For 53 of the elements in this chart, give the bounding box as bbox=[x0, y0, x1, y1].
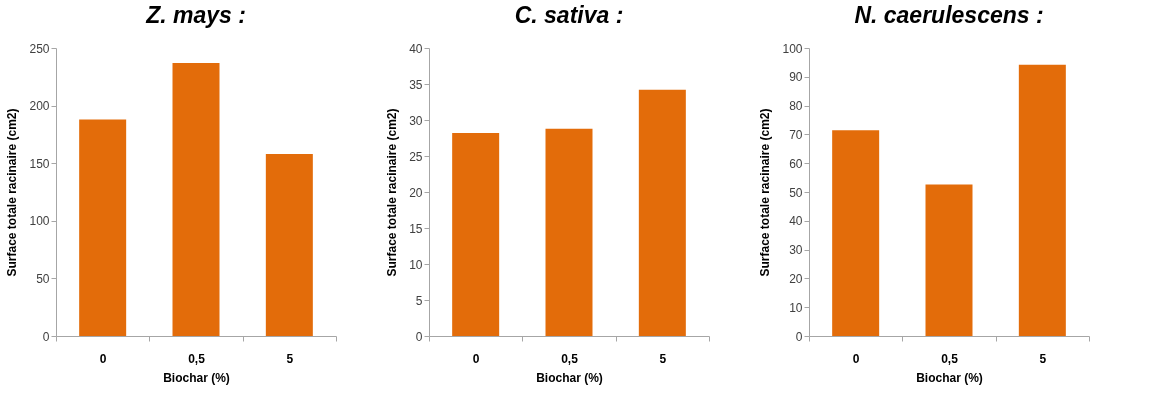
x-axis-title: Biochar (%) bbox=[916, 370, 983, 385]
bar bbox=[832, 130, 880, 336]
y-tick-label: 40 bbox=[409, 41, 423, 56]
y-tick-label: 60 bbox=[789, 156, 803, 171]
y-tick-label: 250 bbox=[29, 41, 50, 56]
bar bbox=[79, 119, 127, 336]
y-tick-label: 25 bbox=[409, 149, 423, 164]
x-tick-label: 0 bbox=[472, 351, 480, 366]
y-axis-title: Surface totale racinaire (cm2) bbox=[385, 108, 400, 277]
x-tick-label: 0,5 bbox=[561, 351, 579, 366]
x-tick-label: 0,5 bbox=[188, 351, 206, 366]
bar bbox=[925, 184, 973, 336]
bar bbox=[1018, 64, 1066, 336]
y-tick-label: 0 bbox=[415, 329, 423, 344]
bar bbox=[172, 62, 220, 336]
y-tick-label: 15 bbox=[409, 221, 423, 236]
x-tick-label: 0,5 bbox=[941, 351, 959, 366]
chart-title: C. sativa : bbox=[514, 2, 624, 28]
chart-title: Z. mays : bbox=[145, 2, 246, 28]
y-tick-label: 200 bbox=[29, 99, 50, 114]
bar bbox=[545, 128, 593, 336]
y-tick-label: 80 bbox=[789, 99, 803, 114]
chart-title: N. caerulescens : bbox=[854, 2, 1044, 28]
y-tick-label: 50 bbox=[789, 185, 803, 200]
y-tick-label: 30 bbox=[789, 243, 803, 258]
y-tick-label: 10 bbox=[789, 300, 803, 315]
bar bbox=[452, 132, 500, 336]
y-tick-label: 35 bbox=[409, 77, 423, 92]
x-tick-label: 5 bbox=[1039, 351, 1047, 366]
y-tick-label: 0 bbox=[42, 329, 50, 344]
y-tick-label: 0 bbox=[795, 329, 803, 344]
x-tick-label: 5 bbox=[286, 351, 294, 366]
y-tick-label: 20 bbox=[409, 185, 423, 200]
x-axis-title: Biochar (%) bbox=[163, 370, 230, 385]
bar bbox=[265, 153, 313, 336]
bar bbox=[638, 89, 686, 336]
y-tick-label: 40 bbox=[789, 214, 803, 229]
y-tick-label: 50 bbox=[36, 271, 50, 286]
y-axis-title: Surface totale racinaire (cm2) bbox=[5, 108, 20, 277]
y-tick-label: 100 bbox=[29, 214, 50, 229]
y-tick-label: 90 bbox=[789, 70, 803, 85]
y-tick-label: 20 bbox=[789, 271, 803, 286]
x-tick-label: 0 bbox=[852, 351, 860, 366]
y-tick-label: 10 bbox=[409, 257, 423, 272]
x-tick-label: 0 bbox=[99, 351, 107, 366]
y-tick-label: 100 bbox=[782, 41, 803, 56]
y-tick-label: 150 bbox=[29, 156, 50, 171]
y-tick-label: 5 bbox=[415, 293, 423, 308]
y-tick-label: 30 bbox=[409, 113, 423, 128]
x-axis-title: Biochar (%) bbox=[536, 370, 603, 385]
y-tick-label: 70 bbox=[789, 127, 803, 142]
x-tick-label: 5 bbox=[659, 351, 667, 366]
y-axis-title: Surface totale racinaire (cm2) bbox=[758, 108, 773, 277]
